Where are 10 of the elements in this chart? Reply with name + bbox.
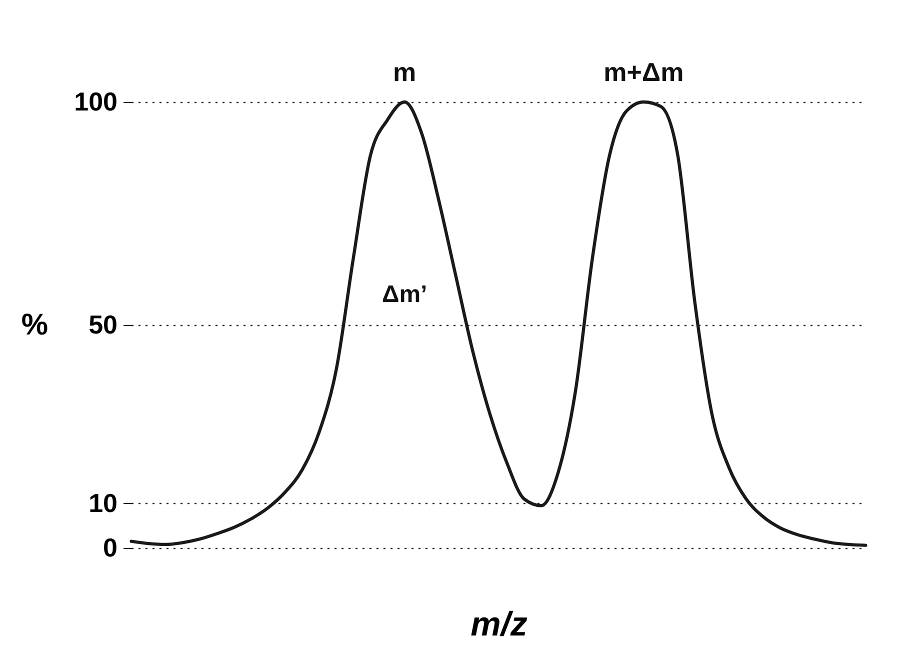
y-tick-label: 100 (74, 86, 118, 116)
y-tick-label: 50 (88, 310, 118, 340)
y-tick-label: 10 (88, 488, 118, 518)
annotation: m (393, 57, 416, 87)
y-tick-label: 0 (103, 532, 118, 562)
line-series (130, 100, 868, 547)
annotation: m+Δm (604, 57, 684, 87)
y-axis-title: % (21, 308, 48, 342)
annotation: Δm’ (382, 281, 428, 308)
x-axis-title: m/z (470, 606, 528, 644)
